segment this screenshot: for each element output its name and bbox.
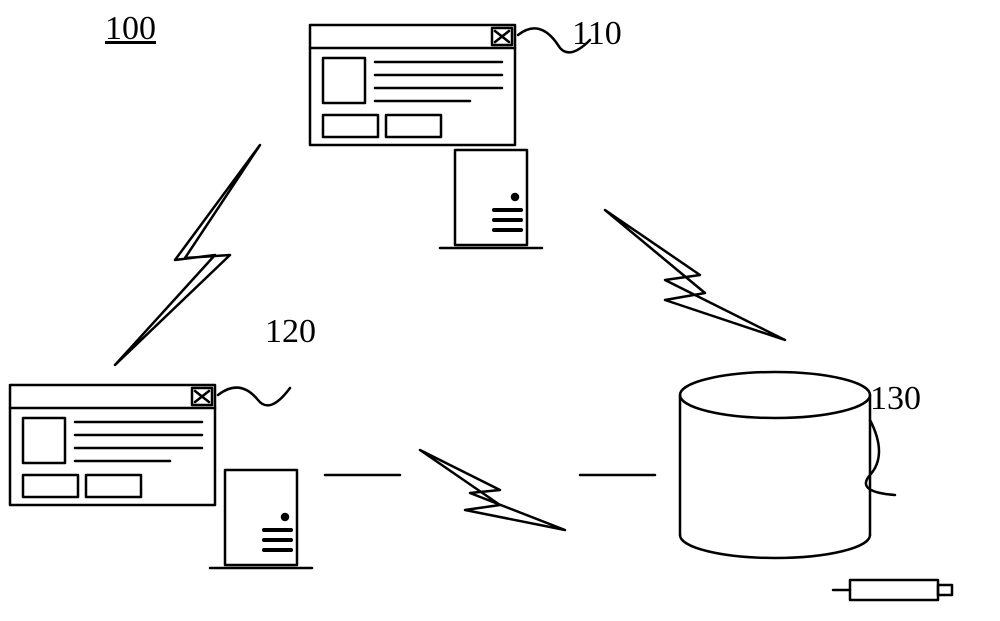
dongle-icon	[833, 580, 952, 600]
node-110-server	[440, 150, 542, 248]
diagram-canvas	[0, 0, 1000, 621]
node-120-browser	[10, 385, 215, 505]
label-130: 130	[870, 380, 921, 418]
lightning-110-130	[605, 210, 785, 340]
leader-120	[218, 388, 290, 406]
figure-number: 100	[105, 10, 156, 48]
node-120-server	[210, 470, 312, 568]
lightning-120-130	[325, 450, 655, 530]
label-110: 110	[572, 15, 622, 53]
node-130-database	[680, 372, 870, 558]
label-120: 120	[265, 313, 316, 351]
lightning-110-120	[115, 145, 260, 365]
node-110-browser	[310, 25, 515, 145]
